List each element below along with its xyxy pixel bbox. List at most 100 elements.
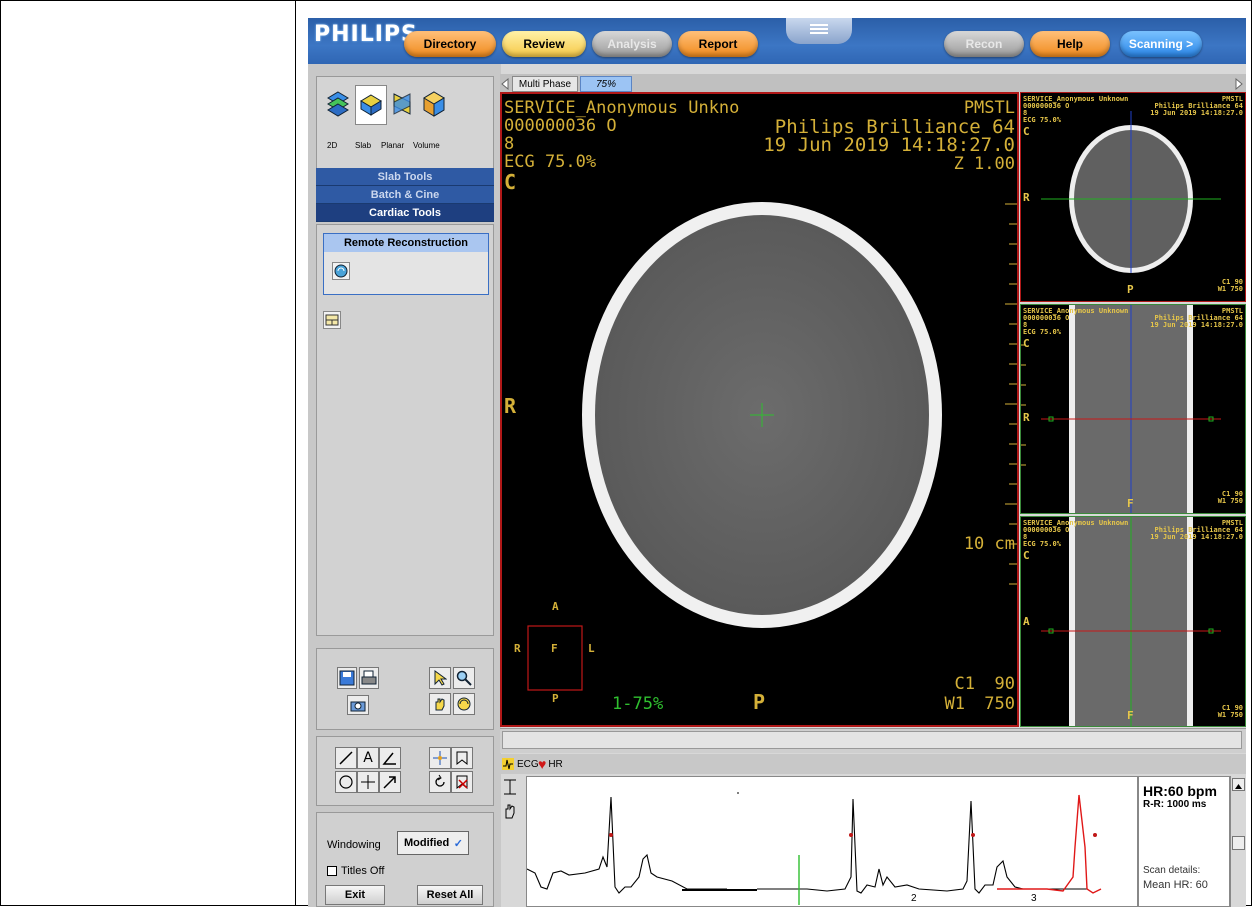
view-mode-planar[interactable] — [387, 85, 417, 123]
cardiac-tools-area: Remote Reconstruction — [316, 224, 494, 636]
viewer-tab-strip: Multi Phase 75% — [500, 74, 1246, 92]
save-icon[interactable] — [337, 667, 357, 689]
scan-details-label: Scan details: — [1143, 865, 1201, 876]
scroll-left-icon[interactable] — [500, 76, 510, 92]
rotate-3d-icon[interactable] — [453, 693, 475, 715]
windowing-label: Windowing — [327, 839, 381, 851]
view-mode-volume[interactable] — [419, 85, 449, 123]
slab-tools-header[interactable]: Slab Tools — [316, 168, 494, 186]
windowing-select[interactable]: Modified ✓ — [397, 831, 469, 855]
tab-hr[interactable]: ♥ HR — [538, 756, 563, 772]
undo-rotate-icon[interactable] — [429, 771, 451, 793]
pointer-icon[interactable] — [429, 667, 451, 689]
heart-recon-icon[interactable] — [332, 262, 350, 280]
line-measure-icon[interactable] — [335, 747, 357, 769]
view-mode-2d[interactable] — [323, 85, 353, 123]
side-c1: C1 90 — [1221, 490, 1243, 498]
exit-button[interactable]: Exit — [325, 885, 385, 905]
side-institution: PMSTL — [1221, 307, 1243, 315]
slab-icon — [360, 94, 382, 116]
ellipse-roi-icon[interactable] — [335, 771, 357, 793]
side-w1: W1 750 — [1217, 711, 1243, 719]
locator-l: L — [588, 642, 595, 655]
ecg-trace-panel[interactable]: 2 3 — [526, 776, 1138, 907]
side-ecg: ECG 75.0% — [1023, 116, 1061, 124]
check-icon: ✓ — [453, 837, 463, 850]
view-mode-label-2d: 2D — [327, 141, 338, 150]
planar-icon — [393, 93, 411, 115]
panel-handle[interactable] — [786, 18, 852, 44]
view-mode-selector: 2D Slab Planar Volume — [316, 76, 494, 188]
batch-cine-header[interactable]: Batch & Cine — [316, 186, 494, 204]
tab-phase-75[interactable]: 75% — [580, 76, 632, 92]
ecg-phase: ECG 75.0% — [504, 152, 597, 172]
reset-all-button[interactable]: Reset All — [417, 885, 483, 905]
bookmark-icon[interactable] — [451, 747, 473, 769]
file-tools-group — [316, 648, 494, 730]
remote-reconstruction-title: Remote Reconstruction — [324, 234, 488, 252]
scanner-model: Philips Brilliance 64 — [774, 116, 1015, 138]
tab-ecg-label: ECG — [517, 758, 539, 770]
angle-icon[interactable] — [379, 747, 401, 769]
crosshair-point-icon[interactable] — [357, 771, 379, 793]
windowing-group: Windowing Modified ✓ Titles Off Exit Res… — [316, 812, 494, 907]
directory-button[interactable]: Directory — [404, 31, 496, 57]
checkbox-icon — [327, 866, 337, 876]
recon-button[interactable]: Recon — [944, 31, 1024, 57]
side-id: 000000036 O — [1023, 526, 1070, 534]
scroll-thumb[interactable] — [1232, 836, 1245, 850]
beat-marker-2: 2 — [911, 893, 917, 904]
pan-hand-icon[interactable] — [429, 693, 451, 715]
arrow-annotation-icon[interactable] — [379, 771, 401, 793]
camera-icon[interactable] — [347, 695, 369, 715]
side-datetime: 19 Jun 2019 14:18:27.0 — [1150, 321, 1243, 329]
timeline-track[interactable] — [502, 731, 1242, 749]
report-button[interactable]: Report — [678, 31, 758, 57]
side-view-axial[interactable]: SERVICE_Anonymous Unknown 000000036 O 8 … — [1020, 92, 1246, 302]
scroll-up-icon[interactable] — [1232, 778, 1245, 791]
scale-label: 10 cm — [963, 534, 1015, 554]
side-scanner: Philips Brilliance 64 — [1154, 314, 1243, 322]
orientation-bottom: P — [753, 690, 766, 714]
side-patient: SERVICE_Anonymous Unknown — [1023, 307, 1129, 315]
print-icon[interactable] — [359, 667, 379, 689]
window-width-value: 750 — [984, 694, 1015, 714]
side-view-coronal[interactable]: SERVICE_Anonymous Unknown 000000036 O 8 … — [1020, 304, 1246, 514]
titles-off-checkbox[interactable]: Titles Off — [327, 865, 384, 877]
side-institution: PMSTL — [1221, 519, 1243, 527]
review-button[interactable]: Review — [502, 31, 586, 57]
main-axial-view[interactable]: SERVICE_Anonymous Unkno 000000036 O 8 EC… — [500, 92, 1019, 727]
cardiac-tools-header[interactable]: Cardiac Tools — [316, 204, 494, 222]
hand-pan-ecg-icon[interactable] — [502, 802, 520, 822]
text-annotation-icon[interactable]: A — [357, 747, 379, 769]
delete-annotations-icon[interactable] — [451, 771, 473, 793]
philips-logo: PHILIPS — [314, 22, 418, 47]
heart-icon: ♥ — [538, 756, 547, 772]
help-button[interactable]: Help — [1030, 31, 1110, 57]
side-view-sagittal[interactable]: SERVICE_Anonymous Unknown 000000036 O 8 … — [1020, 516, 1246, 727]
axial-image — [527, 202, 1017, 691]
hr-scrollbar[interactable] — [1230, 776, 1246, 907]
analysis-button[interactable]: Analysis — [592, 31, 672, 57]
view-mode-slab[interactable] — [355, 85, 387, 125]
side-series: 8 — [1023, 533, 1028, 541]
scanning-button[interactable]: Scanning > — [1120, 31, 1202, 57]
scroll-right-icon[interactable] — [1234, 76, 1244, 92]
side-series: 8 — [1023, 109, 1028, 117]
tab-ecg[interactable]: ECG — [502, 756, 539, 772]
layout-icon[interactable] — [323, 311, 341, 329]
locator-p: P — [552, 692, 559, 705]
fit-width-icon[interactable] — [502, 778, 520, 798]
tab-multi-phase[interactable]: Multi Phase — [512, 76, 578, 92]
side-patient: SERVICE_Anonymous Unknown — [1023, 519, 1129, 527]
zoom-icon[interactable] — [453, 667, 475, 689]
side-orient-left: R — [1023, 411, 1030, 424]
side-institution: PMSTL — [1221, 95, 1243, 103]
patient-id: 000000036 O — [504, 116, 617, 136]
move-icon[interactable] — [429, 747, 451, 769]
side-w1: W1 750 — [1217, 497, 1243, 505]
side-ecg: ECG 75.0% — [1023, 540, 1061, 548]
side-id: 000000036 O — [1023, 314, 1070, 322]
side-scanner: Philips Brilliance 64 — [1154, 102, 1243, 110]
timeline-bar[interactable] — [500, 728, 1246, 753]
